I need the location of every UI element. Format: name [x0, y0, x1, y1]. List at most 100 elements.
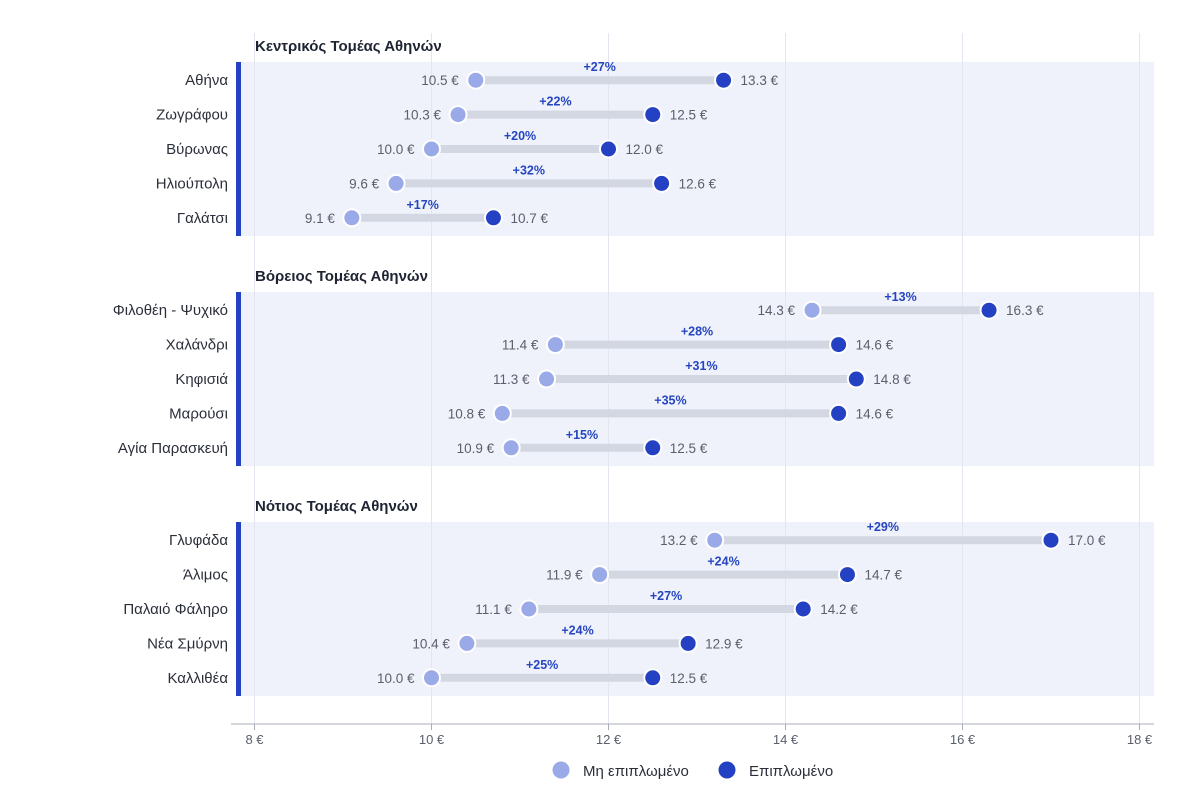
furnished-dot [483, 208, 503, 228]
group-panel [240, 62, 1154, 236]
category-label: Κηφισιά [175, 371, 228, 388]
furnished-dot [1041, 530, 1061, 550]
group-accent-bar [236, 292, 241, 466]
unfurnished-dot [457, 633, 477, 653]
furnished-value-label: 14.7 € [864, 568, 902, 583]
category-label: Αγία Παρασκευή [118, 440, 228, 457]
unfurnished-dot [802, 300, 822, 320]
furnished-value-label: 16.3 € [1006, 303, 1044, 318]
furnished-value-label: 12.9 € [705, 636, 743, 651]
legend-furnished-swatch [718, 761, 736, 779]
x-tick-label: 10 € [419, 732, 445, 747]
furnished-value-label: 12.5 € [670, 441, 708, 456]
furnished-dot [846, 369, 866, 389]
x-tick-label: 18 € [1127, 732, 1153, 747]
category-label: Άλιμος [183, 567, 228, 584]
percent-change-label: +28% [681, 325, 713, 339]
category-label: Γλυφάδα [169, 532, 228, 549]
percent-change-label: +22% [539, 95, 571, 109]
unfurnished-value-label: 11.1 € [475, 602, 512, 617]
unfurnished-dot [448, 105, 468, 125]
furnished-dot [599, 139, 618, 159]
unfurnished-value-label: 10.3 € [404, 108, 442, 123]
unfurnished-dot [466, 70, 486, 90]
unfurnished-value-label: 10.0 € [377, 142, 415, 157]
furnished-value-label: 12.0 € [626, 142, 664, 157]
group-title: Νότιος Τομέας Αθηνών [255, 498, 418, 515]
x-tick-label: 14 € [773, 732, 799, 747]
percent-change-label: +20% [504, 129, 536, 143]
unfurnished-value-label: 11.3 € [493, 372, 530, 387]
unfurnished-value-label: 9.6 € [349, 176, 380, 191]
furnished-dot [652, 173, 672, 193]
category-label: Χαλάνδρι [166, 337, 228, 354]
group-title: Κεντρικός Τομέας Αθηνών [255, 38, 442, 55]
percent-change-label: +35% [654, 393, 686, 407]
unfurnished-value-label: 10.9 € [457, 441, 495, 456]
unfurnished-value-label: 10.0 € [377, 671, 415, 686]
unfurnished-value-label: 10.5 € [421, 73, 459, 88]
furnished-value-label: 14.2 € [820, 602, 858, 617]
furnished-value-label: 14.6 € [856, 338, 894, 353]
category-label: Νέα Σμύρνη [147, 635, 228, 652]
unfurnished-dot [705, 530, 725, 550]
furnished-dot [793, 599, 813, 619]
furnished-dot [979, 300, 999, 320]
percent-change-label: +32% [513, 163, 545, 177]
category-label: Ζωγράφου [156, 107, 228, 124]
group-title: Βόρειος Τομέας Αθηνών [255, 268, 428, 285]
category-label: Μαρούσι [169, 405, 228, 422]
unfurnished-value-label: 13.2 € [660, 533, 698, 548]
category-label: Βύρωνας [166, 141, 228, 158]
unfurnished-dot [342, 208, 362, 228]
category-label: Αθήνα [185, 72, 228, 89]
percent-change-label: +17% [406, 198, 438, 212]
furnished-value-label: 12.5 € [670, 671, 708, 686]
unfurnished-value-label: 11.9 € [546, 568, 583, 583]
percent-change-label: +15% [566, 428, 598, 442]
legend-unfurnished-label: Μη επιπλωμένο [583, 763, 689, 780]
unfurnished-dot [386, 173, 406, 193]
unfurnished-value-label: 9.1 € [305, 211, 336, 226]
unfurnished-dot [590, 565, 610, 585]
furnished-dot [837, 565, 857, 585]
category-label: Παλαιό Φάληρο [123, 601, 228, 618]
furnished-dot [643, 105, 663, 125]
percent-change-label: +27% [583, 60, 615, 74]
furnished-value-label: 12.5 € [670, 108, 708, 123]
x-tick-label: 16 € [950, 732, 976, 747]
furnished-dot [643, 668, 663, 688]
furnished-dot [714, 70, 734, 90]
furnished-value-label: 14.8 € [873, 372, 911, 387]
x-tick-label: 8 € [245, 732, 264, 747]
furnished-value-label: 10.7 € [510, 211, 548, 226]
legend-furnished-label: Επιπλωμένο [749, 763, 833, 780]
percent-change-label: +13% [884, 290, 916, 304]
unfurnished-dot [422, 139, 441, 159]
percent-change-label: +29% [867, 520, 899, 534]
furnished-dot [829, 403, 849, 423]
furnished-dot [829, 335, 849, 355]
furnished-value-label: 14.6 € [856, 406, 894, 421]
furnished-dot [678, 633, 698, 653]
unfurnished-dot [501, 438, 521, 458]
unfurnished-dot [519, 599, 539, 619]
x-tick-label: 12 € [596, 732, 622, 747]
percent-change-label: +31% [685, 359, 717, 373]
percent-change-label: +27% [650, 589, 682, 603]
group-accent-bar [236, 522, 241, 696]
furnished-value-label: 17.0 € [1068, 533, 1106, 548]
category-label: Φιλοθέη - Ψυχικό [113, 302, 228, 319]
group-accent-bar [236, 62, 241, 236]
furnished-value-label: 12.6 € [679, 176, 717, 191]
category-label: Καλλιθέα [167, 670, 228, 687]
percent-change-label: +25% [526, 658, 558, 672]
legend-unfurnished-swatch [552, 761, 570, 779]
category-label: Ηλιούπολη [156, 175, 228, 192]
unfurnished-dot [492, 403, 512, 423]
furnished-dot [643, 438, 663, 458]
unfurnished-value-label: 10.8 € [448, 406, 486, 421]
category-label: Γαλάτσι [177, 210, 228, 227]
furnished-value-label: 13.3 € [741, 73, 779, 88]
